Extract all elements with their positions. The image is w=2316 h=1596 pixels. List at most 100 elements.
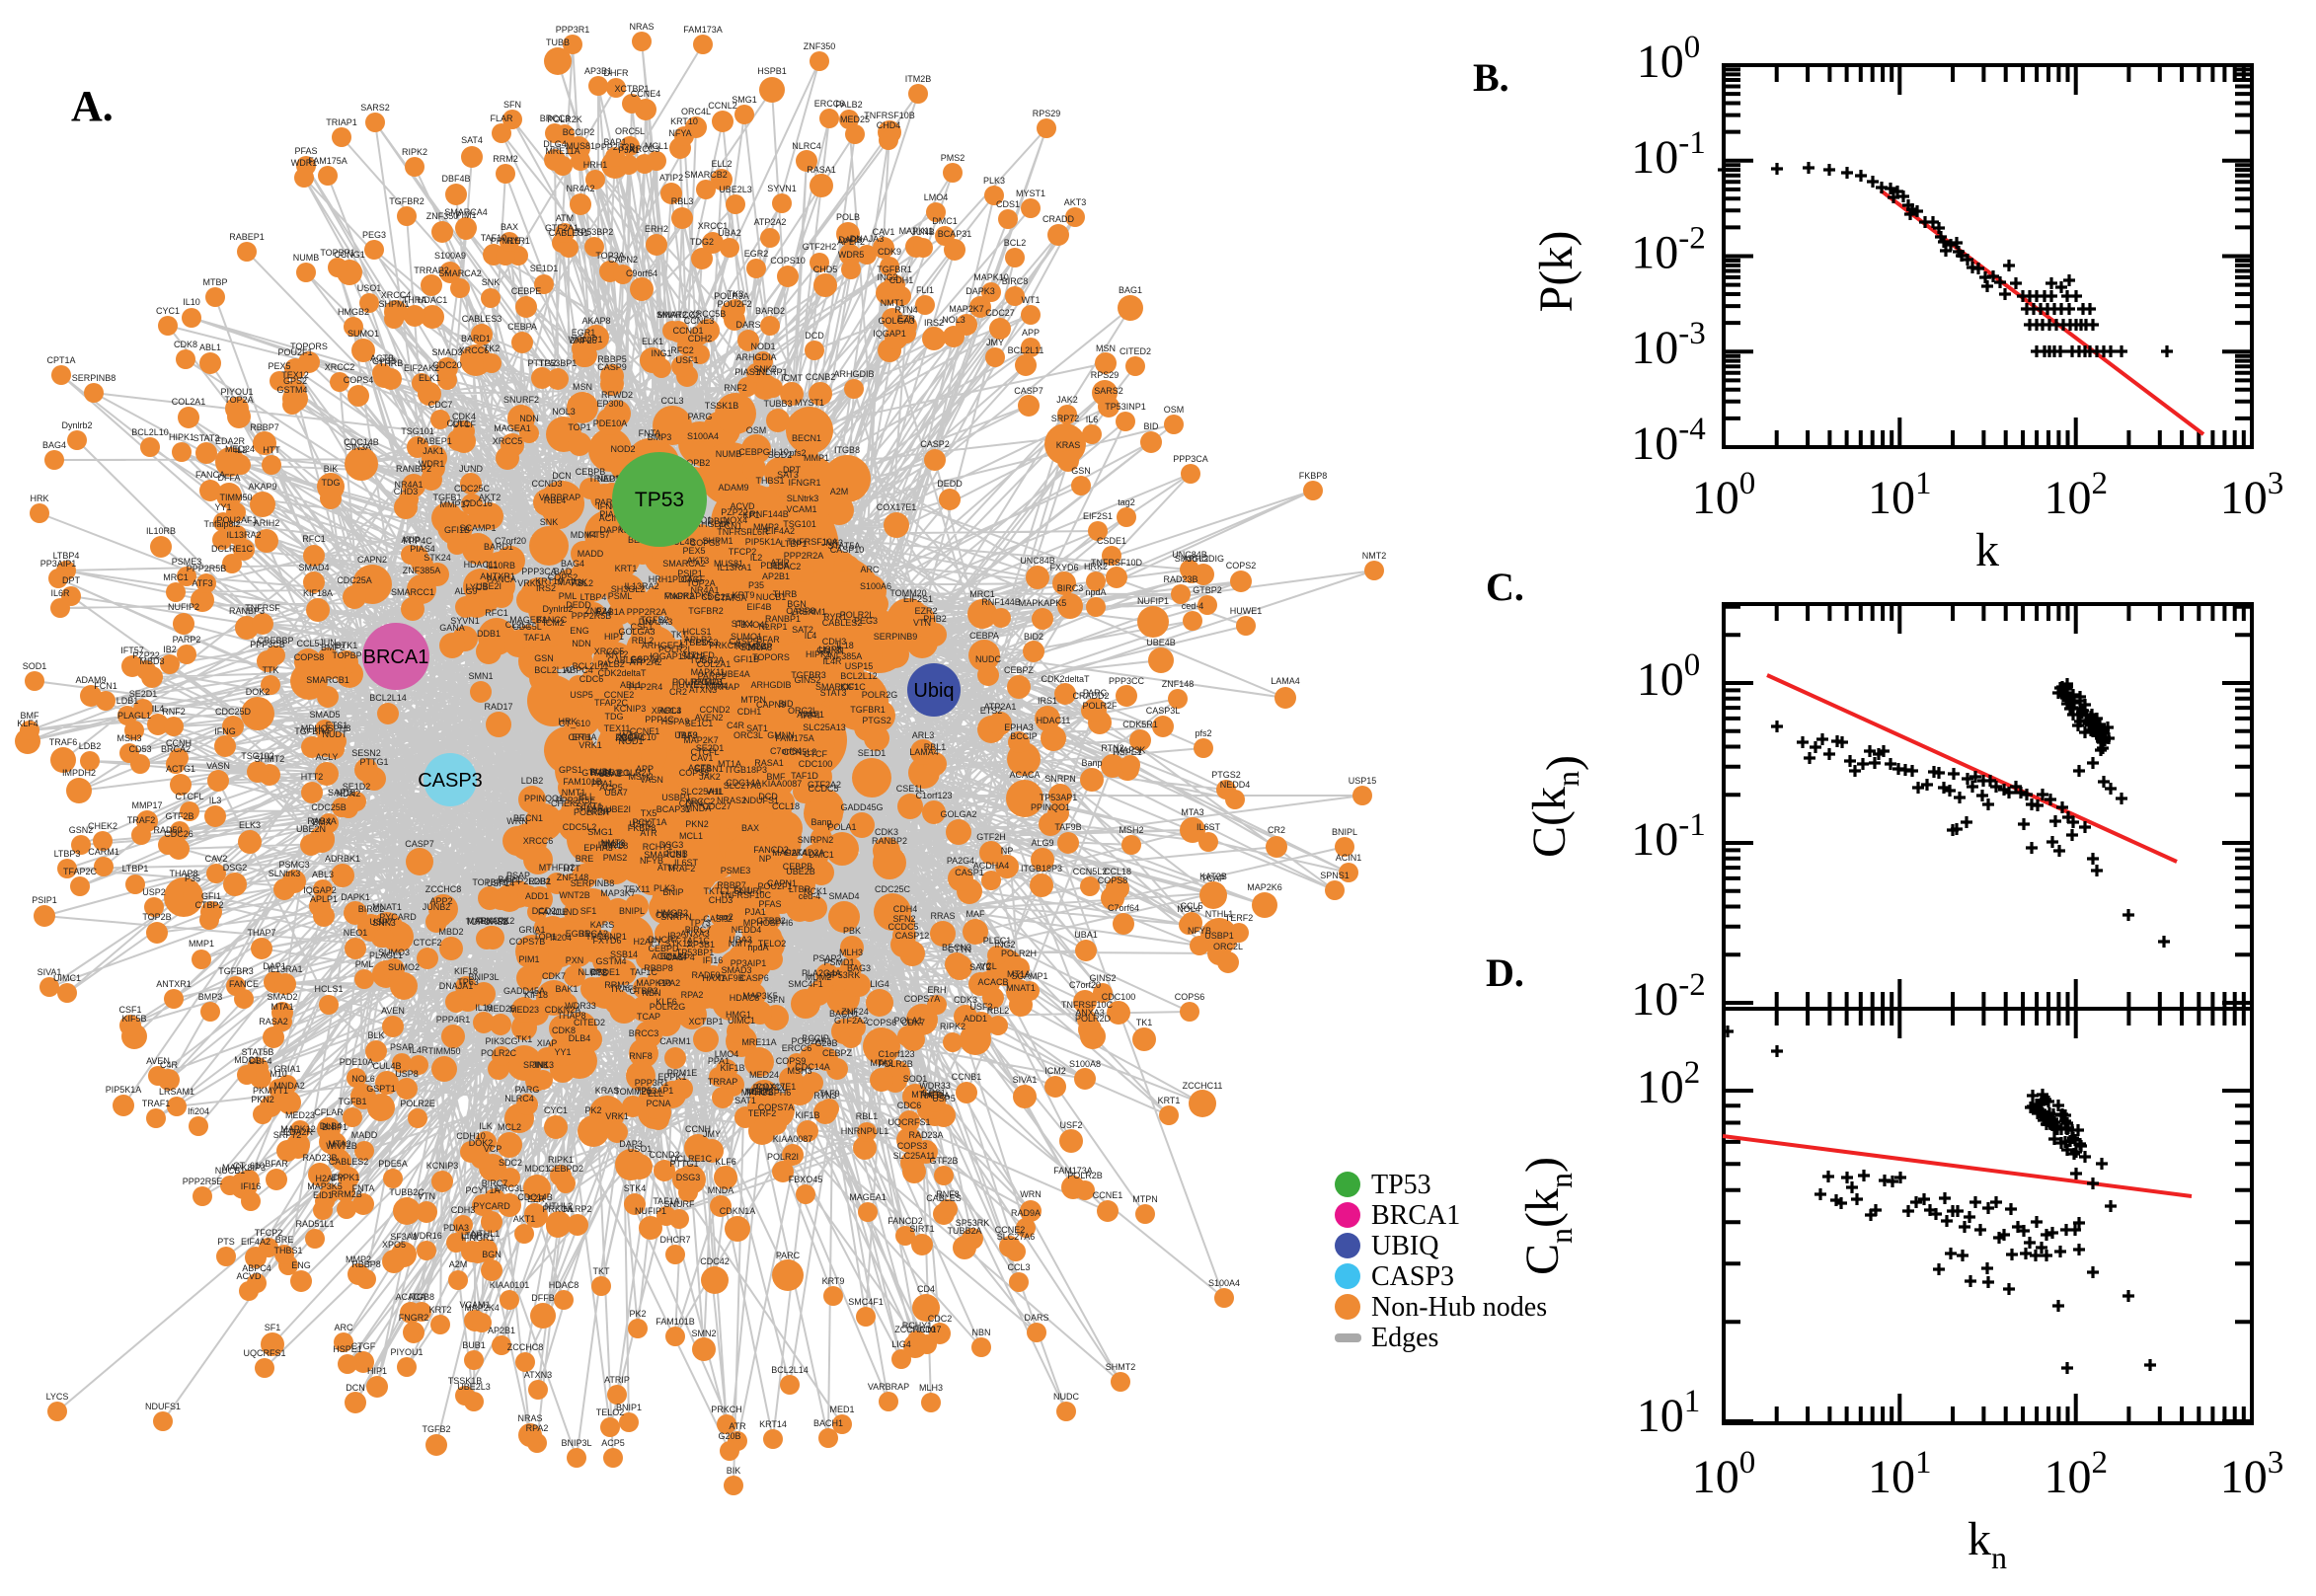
svg-text:SHPM1: SHPM1 xyxy=(702,536,733,546)
svg-text:WDR16: WDR16 xyxy=(411,1231,442,1241)
svg-text:S100A4: S100A4 xyxy=(687,431,719,441)
svg-text:SE1D2: SE1D2 xyxy=(343,782,371,792)
svg-text:CAPN2: CAPN2 xyxy=(608,255,638,265)
svg-text:VCAM1: VCAM1 xyxy=(786,504,816,514)
svg-text:RANBP2: RANBP2 xyxy=(872,836,907,846)
svg-text:APP: APP xyxy=(636,764,654,774)
svg-text:NOD1: NOD1 xyxy=(618,736,643,746)
svg-text:FCN1: FCN1 xyxy=(94,681,117,691)
svg-text:MED24: MED24 xyxy=(749,1070,779,1080)
svg-text:CDC6: CDC6 xyxy=(897,1101,922,1110)
svg-text:CEBPZ: CEBPZ xyxy=(1004,665,1035,675)
svg-text:HTT: HTT xyxy=(563,864,580,874)
svg-text:BFAR: BFAR xyxy=(265,1159,288,1169)
svg-text:ACTB: ACTB xyxy=(370,353,394,363)
svg-text:ANTXR1: ANTXR1 xyxy=(480,571,515,581)
svg-text:XRCC1: XRCC1 xyxy=(698,221,729,231)
svg-text:MAGEB1: MAGEB1 xyxy=(509,615,547,625)
svg-text:MSH3: MSH3 xyxy=(116,733,141,743)
svg-text:WNT2B: WNT2B xyxy=(559,890,590,900)
svg-text:MTA1: MTA1 xyxy=(270,1002,293,1012)
svg-text:Non-Hub nodes: Non-Hub nodes xyxy=(1371,1292,1547,1323)
svg-text:CDC25C: CDC25C xyxy=(875,884,911,894)
svg-text:TGFBR2: TGFBR2 xyxy=(688,606,724,616)
svg-text:LMO4: LMO4 xyxy=(715,1049,739,1059)
svg-text:SARS2: SARS2 xyxy=(1094,386,1123,396)
svg-text:DHFR: DHFR xyxy=(604,68,629,78)
svg-text:ARHGDIA: ARHGDIA xyxy=(688,519,729,529)
svg-text:VASN: VASN xyxy=(640,775,663,785)
svg-text:AP2B1: AP2B1 xyxy=(762,571,790,581)
svg-text:NUCB1: NUCB1 xyxy=(215,1166,246,1176)
svg-text:TAF1C: TAF1C xyxy=(630,967,657,977)
svg-text:FLI1: FLI1 xyxy=(733,885,751,895)
svg-text:CCND3: CCND3 xyxy=(531,479,562,489)
svg-text:COL2A1: COL2A1 xyxy=(697,659,732,669)
svg-text:PPP4C: PPP4C xyxy=(645,715,674,724)
svg-text:NFYB: NFYB xyxy=(640,856,663,866)
svg-text:BLK: BLK xyxy=(367,1030,384,1040)
svg-text:PPP2R4: PPP2R4 xyxy=(629,682,663,692)
svg-text:CAPN9: CAPN9 xyxy=(756,700,786,710)
svg-text:MYST1: MYST1 xyxy=(1016,189,1045,198)
svg-text:POLR2E: POLR2E xyxy=(400,1099,435,1108)
svg-text:NRAS: NRAS xyxy=(517,1413,542,1423)
svg-text:IB2: IB2 xyxy=(667,931,681,941)
svg-text:NOL3: NOL3 xyxy=(552,407,576,417)
svg-text:KCNIP3: KCNIP3 xyxy=(614,704,647,714)
svg-text:NFYB: NFYB xyxy=(1188,926,1211,936)
svg-text:VCAM1: VCAM1 xyxy=(459,1300,490,1310)
svg-text:TDG2: TDG2 xyxy=(690,237,714,247)
svg-text:MAGEA1: MAGEA1 xyxy=(494,423,531,433)
svg-text:DMC1: DMC1 xyxy=(809,850,834,860)
svg-text:AKT3: AKT3 xyxy=(1064,197,1087,207)
svg-text:DOK2: DOK2 xyxy=(246,687,270,697)
svg-text:SNRPN: SNRPN xyxy=(1044,774,1076,784)
svg-text:HCLS1: HCLS1 xyxy=(314,984,343,994)
svg-text:NFYA: NFYA xyxy=(668,128,691,138)
svg-text:ADD1: ADD1 xyxy=(525,891,549,901)
svg-text:PSMD1: PSMD1 xyxy=(823,957,854,967)
svg-text:IFNG: IFNG xyxy=(214,726,236,736)
svg-text:HRK: HRK xyxy=(558,717,577,726)
svg-text:MAP2K7: MAP2K7 xyxy=(683,735,719,745)
svg-text:CEBPB: CEBPB xyxy=(576,467,606,477)
svg-text:NDN: NDN xyxy=(519,414,539,423)
svg-text:NBN: NBN xyxy=(971,1328,990,1337)
svg-text:IFNGR1: IFNGR1 xyxy=(788,478,820,488)
svg-text:EP300: EP300 xyxy=(596,399,623,409)
svg-text:C4R: C4R xyxy=(727,721,745,730)
svg-text:GPS2: GPS2 xyxy=(283,376,307,386)
svg-text:CASP2: CASP2 xyxy=(920,439,950,449)
svg-text:RABEP1: RABEP1 xyxy=(229,232,265,242)
svg-text:TOPORS2: TOPORS2 xyxy=(466,917,508,927)
svg-text:GADD45A: GADD45A xyxy=(503,986,545,996)
svg-text:OSM: OSM xyxy=(1164,405,1185,415)
svg-text:MTA3: MTA3 xyxy=(1181,807,1203,817)
svg-text:PLK3: PLK3 xyxy=(983,176,1005,186)
svg-text:C7orf20: C7orf20 xyxy=(495,536,526,546)
svg-text:ACDHA4: ACDHA4 xyxy=(973,861,1010,871)
svg-text:USP15: USP15 xyxy=(1349,776,1377,786)
svg-text:Cn(kn): Cn(kn) xyxy=(1516,1157,1579,1275)
svg-text:CDK2deltaT: CDK2deltaT xyxy=(597,668,647,678)
svg-text:NRAS: NRAS xyxy=(629,22,654,32)
svg-text:AP2B1: AP2B1 xyxy=(488,1326,515,1335)
svg-text:HMGB2: HMGB2 xyxy=(338,307,369,317)
svg-text:DBF4: DBF4 xyxy=(249,1056,271,1066)
svg-text:COX17E1: COX17E1 xyxy=(877,502,917,512)
svg-text:SMN1: SMN1 xyxy=(468,671,493,681)
svg-text:CFLAR: CFLAR xyxy=(314,1107,344,1117)
svg-text:NUFIP2: NUFIP2 xyxy=(168,602,199,612)
svg-text:CCNB2: CCNB2 xyxy=(806,372,836,382)
svg-text:B.: B. xyxy=(1473,55,1509,100)
svg-text:ARHGDIA: ARHGDIA xyxy=(735,352,776,362)
svg-text:FANCA: FANCA xyxy=(487,574,516,584)
svg-text:NMT2: NMT2 xyxy=(729,939,753,949)
svg-text:BNIPL: BNIPL xyxy=(1332,827,1357,837)
svg-text:NUFIP1: NUFIP1 xyxy=(635,1206,666,1216)
svg-text:CASP10: CASP10 xyxy=(830,545,865,555)
svg-text:PIAS4: PIAS4 xyxy=(599,509,625,519)
svg-text:TNFRSF: TNFRSF xyxy=(245,603,280,613)
svg-text:CASP3: CASP3 xyxy=(418,770,483,792)
